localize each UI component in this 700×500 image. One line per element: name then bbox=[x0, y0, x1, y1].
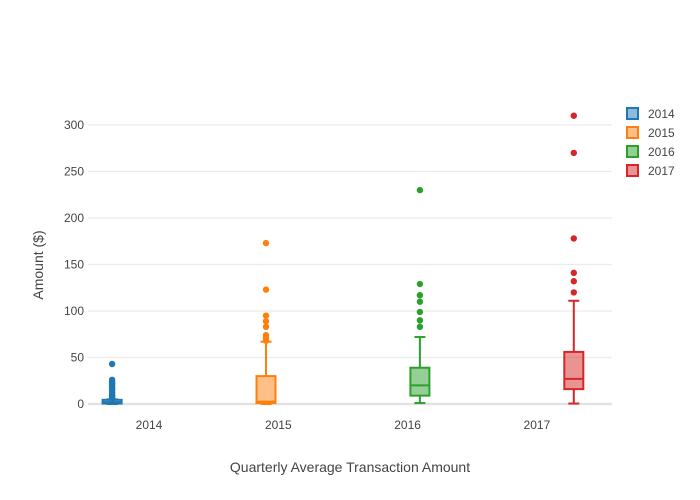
legend-label-2017: 2017 bbox=[648, 163, 675, 178]
outlier-point bbox=[416, 186, 424, 194]
outlier-point bbox=[416, 291, 424, 299]
legend-item-2014[interactable]: 2014 bbox=[626, 104, 675, 123]
legend-swatch-2016-icon bbox=[626, 145, 639, 158]
y-axis-title: Amount ($) bbox=[30, 230, 46, 300]
legend-item-2017[interactable]: 2017 bbox=[626, 161, 675, 180]
legend-label-2015: 2015 bbox=[648, 125, 675, 140]
outlier-point bbox=[262, 318, 270, 325]
x-tick-label-2016: 2016 bbox=[394, 418, 421, 432]
box-body bbox=[563, 350, 585, 391]
outlier-point bbox=[262, 337, 270, 344]
legend-label-2016: 2016 bbox=[648, 144, 675, 159]
y-tick-label-50: 50 bbox=[71, 351, 85, 365]
y-tick-label-300: 300 bbox=[64, 118, 84, 132]
legend-swatch-2015-icon bbox=[626, 126, 639, 139]
legend: 2014 2015 2016 2017 bbox=[626, 104, 675, 180]
box-body bbox=[255, 375, 277, 405]
outlier-point bbox=[262, 323, 270, 331]
outlier-point bbox=[108, 395, 116, 402]
outlier-point bbox=[570, 289, 577, 296]
y-tick-label-100: 100 bbox=[64, 304, 84, 318]
box-trace-2014[interactable] bbox=[101, 360, 123, 405]
outlier-point bbox=[570, 235, 577, 242]
box-trace-2015[interactable] bbox=[255, 239, 277, 405]
legend-swatch-2014-icon bbox=[626, 107, 639, 120]
outlier-point bbox=[416, 317, 424, 324]
x-tick-label-2017: 2017 bbox=[524, 418, 551, 432]
outlier-point bbox=[416, 298, 424, 305]
box-trace-2016[interactable] bbox=[409, 186, 431, 405]
outlier-point bbox=[416, 280, 424, 288]
outlier-point bbox=[262, 239, 270, 247]
y-tick-label-200: 200 bbox=[64, 211, 84, 225]
box-trace-2017[interactable] bbox=[563, 112, 585, 405]
legend-item-2016[interactable]: 2016 bbox=[626, 142, 675, 161]
outlier-point bbox=[262, 286, 270, 293]
legend-item-2015[interactable]: 2015 bbox=[626, 123, 675, 142]
x-axis-title: Quarterly Average Transaction Amount bbox=[229, 459, 471, 475]
outlier-point bbox=[416, 308, 424, 316]
box-body bbox=[409, 366, 431, 397]
x-tick-label-2014: 2014 bbox=[136, 418, 163, 432]
legend-swatch-2017-icon bbox=[626, 164, 639, 177]
y-tick-label-0: 0 bbox=[77, 397, 84, 411]
y-tick-label-250: 250 bbox=[64, 165, 84, 179]
outlier-point bbox=[262, 312, 270, 319]
outlier-point bbox=[570, 278, 577, 285]
outlier-point bbox=[570, 269, 577, 277]
outlier-point bbox=[108, 360, 116, 368]
outlier-point bbox=[570, 149, 577, 157]
y-tick-label-150: 150 bbox=[64, 258, 84, 272]
legend-label-2014: 2014 bbox=[648, 106, 675, 121]
outlier-point bbox=[570, 112, 577, 119]
x-tick-label-2015: 2015 bbox=[265, 418, 292, 432]
outlier-point bbox=[416, 323, 424, 331]
